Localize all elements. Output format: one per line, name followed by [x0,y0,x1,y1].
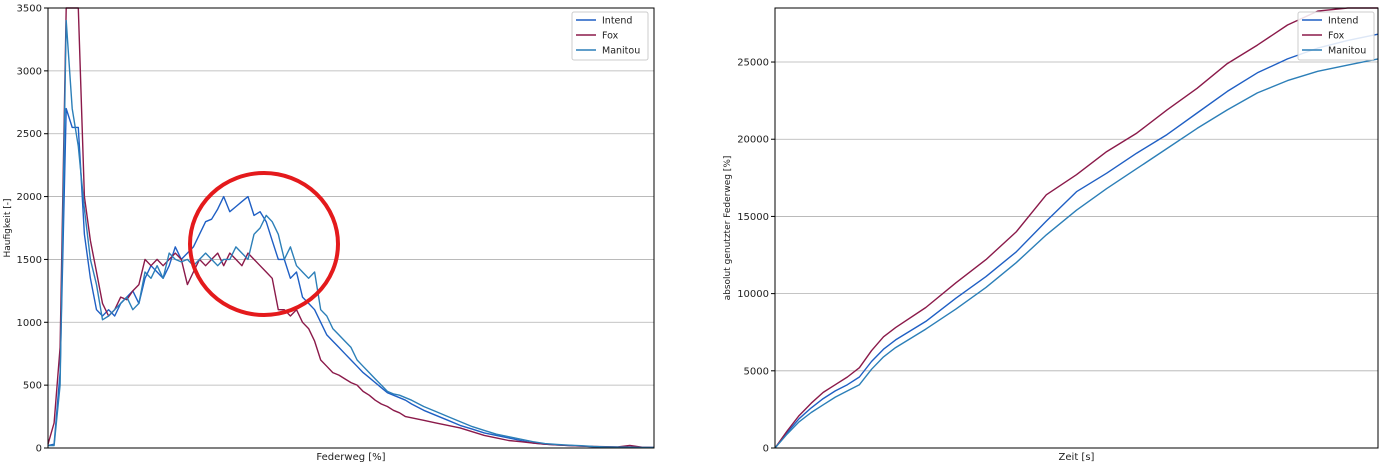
y-tick-label: 0 [36,444,42,455]
y-tick-labels: 0 500 1000 1500 2000 2500 3000 3500 [17,4,48,455]
y-tick-label: 20000 [737,135,769,146]
x-axis-label: Federweg [%] [316,452,385,463]
highlight-circle [188,171,340,317]
y-tick-labels: 0 5000 10000 15000 20000 25000 [737,58,775,455]
series-line-intend [47,107,655,449]
y-tick-label: 5000 [744,366,769,377]
y-axis-label: absolut genutzter Federweg [%] [723,156,733,301]
y-tick-label: 10000 [737,289,769,300]
series-line-manitou [774,58,1379,449]
y-tick-label: 3000 [17,66,42,77]
cumulative-chart: 0 5000 10000 15000 20000 25000 Zeit [s] absol… [723,7,1379,463]
y-tick-label: 2000 [17,192,42,203]
legend-label: Intend [602,16,632,27]
y-tick-label: 0 [763,444,769,455]
plot-frame [47,7,655,449]
series-line-fox [774,7,1378,449]
grid-lines [775,61,1378,372]
legend-label: Manitou [1328,46,1366,57]
series-line-fox [47,7,655,449]
y-tick-label: 1000 [17,318,42,329]
x-axis-label: Zeit [s] [1059,452,1095,463]
y-tick-label: 25000 [737,58,769,69]
series-lines [47,7,655,449]
y-tick-label: 500 [23,381,42,392]
series-line-manitou [48,19,655,449]
series-lines [774,7,1379,449]
legend: Intend Fox Manitou [1297,11,1375,61]
series-line-intend [774,33,1379,449]
legend-label: Fox [602,31,619,42]
legend-label: Intend [1328,16,1358,27]
legend-box [571,11,649,61]
y-axis-label: Haufigkeit [-] [3,199,13,258]
legend-label: Manitou [602,46,640,57]
legend-label: Fox [1328,31,1345,42]
histogram-chart: 0 500 1000 1500 2000 2500 3000 3500 Federweg [%… [3,4,655,463]
legend: Intend Fox Manitou [571,11,649,61]
plot-frame [774,7,1379,449]
y-tick-label: 2500 [17,129,42,140]
y-tick-label: 1500 [17,255,42,266]
grid-lines [48,7,654,386]
y-tick-label: 3500 [17,4,42,15]
legend-box [1297,11,1375,61]
y-tick-label: 15000 [737,212,769,223]
